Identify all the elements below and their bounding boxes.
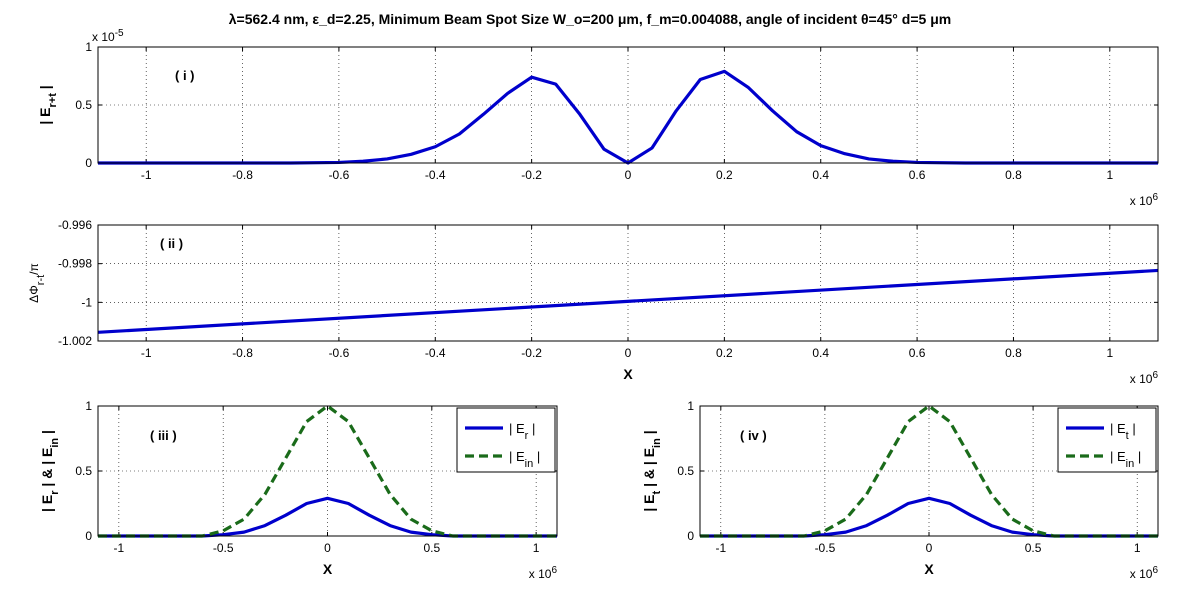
panel-label: ( iv ) — [740, 428, 767, 443]
panel-label: ( i ) — [175, 68, 195, 83]
series-line-e-in — [98, 404, 557, 538]
y-axis-label: ΔΦr-t/π — [27, 263, 47, 303]
y-tick-label: -0.998 — [58, 257, 92, 271]
x-tick-label: -0.8 — [232, 168, 253, 182]
x-exponent-label: x 106 — [1130, 565, 1159, 582]
legend-entry: | Er | — [509, 421, 535, 442]
x-tick-label: -0.6 — [329, 168, 350, 182]
x-tick-label: 1 — [1106, 346, 1113, 360]
legend-entry: | Ein | — [509, 449, 540, 470]
x-tick-label: -1 — [114, 541, 125, 555]
x-tick-label: 1 — [1134, 541, 1141, 555]
y-tick-label: 1 — [85, 40, 92, 54]
x-axis-label: X — [323, 561, 333, 577]
x-tick-label: -0.4 — [425, 346, 446, 360]
series-line-main — [97, 268, 1159, 334]
x-tick-label: 0 — [926, 541, 933, 555]
chart-panel-iii: -1 -0.5 0 0.5 1 0 0.5 1 ( iii ) x 106 X | Er | & | … — [39, 399, 558, 582]
chart-panel-ii: -1 -0.8 -0.6 -0.4 -0.2 0 0.2 0.4 0.6 0.8 1 -1.002 -1… — [27, 218, 1159, 387]
x-tick-label: -0.4 — [425, 168, 446, 182]
x-tick-label: 0.2 — [716, 346, 733, 360]
x-tick-label: 0.6 — [909, 346, 926, 360]
panel-label: ( iii ) — [150, 428, 177, 443]
y-tick-label: -0.996 — [58, 218, 92, 232]
x-tick-label: 0.4 — [812, 168, 829, 182]
x-tick-label: 0.5 — [423, 541, 440, 555]
y-exponent-label: x 10-5 — [92, 28, 124, 45]
legend-entry: | Et | — [1110, 421, 1136, 442]
x-tick-label: 1 — [1106, 168, 1113, 182]
panel-label: ( ii ) — [160, 236, 183, 251]
y-tick-label: 1 — [85, 399, 92, 413]
axes-frame — [699, 405, 1159, 537]
y-axis-label: | Er+t | — [37, 85, 59, 124]
x-exponent-label: x 106 — [1130, 192, 1159, 209]
y-tick-label: 0.5 — [75, 464, 92, 478]
x-tick-label: 0.6 — [909, 168, 926, 182]
y-tick-label: 0.5 — [677, 464, 694, 478]
legend: | Er | | Ein | — [456, 407, 556, 473]
x-tick-label: -1 — [141, 168, 152, 182]
chart-panel-iv: -1 -0.5 0 0.5 1 0 0.5 1 ( iv ) x 106 X | Et | & | E… — [641, 399, 1159, 582]
legend: | Et | | Ein | — [1057, 407, 1157, 473]
x-tick-label: 0 — [625, 168, 632, 182]
chart-panel-i: -1 -0.8 -0.6 -0.4 -0.2 0 0.2 0.4 0.6 0.8 1 0 0.5 1 ( i… — [37, 28, 1159, 209]
legend-box — [1057, 407, 1157, 473]
y-tick-label: 0.5 — [75, 98, 92, 112]
x-tick-label: -0.6 — [329, 346, 350, 360]
legend-entry: | Ein | — [1110, 449, 1141, 470]
series-line-e-in — [700, 404, 1158, 538]
series-line-main — [98, 69, 1158, 165]
x-tick-label: 0.4 — [812, 346, 829, 360]
x-axis-label: X — [623, 366, 633, 382]
x-tick-label: -0.8 — [232, 346, 253, 360]
x-exponent-label: x 106 — [1130, 370, 1159, 387]
axes-frame — [97, 46, 1159, 164]
x-tick-label: 0.8 — [1005, 168, 1022, 182]
axes-frame — [97, 405, 558, 537]
y-axis-label: | Et | & | Ein | — [641, 430, 663, 511]
x-tick-label: -0.5 — [815, 541, 836, 555]
x-tick-label: -1 — [715, 541, 726, 555]
x-tick-label: 0.5 — [1025, 541, 1042, 555]
y-axis-label: | Er | & | Ein | — [39, 430, 61, 512]
x-tick-label: -1 — [141, 346, 152, 360]
x-tick-label: 1 — [533, 541, 540, 555]
y-tick-label: 0 — [687, 529, 694, 543]
x-tick-label: -0.5 — [213, 541, 234, 555]
figure-title: λ=562.4 nm, ε_d=2.25, Minimum Beam Spot … — [229, 11, 951, 27]
x-tick-label: -0.2 — [521, 168, 542, 182]
y-tick-label: 0 — [85, 529, 92, 543]
x-exponent-label: x 106 — [529, 565, 558, 582]
x-tick-label: 0.8 — [1005, 346, 1022, 360]
axes-frame — [97, 224, 1159, 342]
x-tick-label: 0 — [625, 346, 632, 360]
plots-area: -1 -0.8 -0.6 -0.4 -0.2 0 0.2 0.4 0.6 0.8 1 0 0.5 1 ( i… — [27, 28, 1159, 582]
y-tick-label: -1.002 — [58, 334, 92, 348]
series-line-main — [98, 496, 557, 538]
y-tick-label: -1 — [81, 295, 92, 309]
y-tick-label: 0 — [85, 156, 92, 170]
x-tick-label: -0.2 — [521, 346, 542, 360]
x-axis-label: X — [924, 561, 934, 577]
x-tick-label: 0.2 — [716, 168, 733, 182]
series-line-main — [700, 496, 1158, 538]
y-tick-label: 1 — [687, 399, 694, 413]
x-tick-label: 0 — [324, 541, 331, 555]
legend-box — [456, 407, 556, 473]
